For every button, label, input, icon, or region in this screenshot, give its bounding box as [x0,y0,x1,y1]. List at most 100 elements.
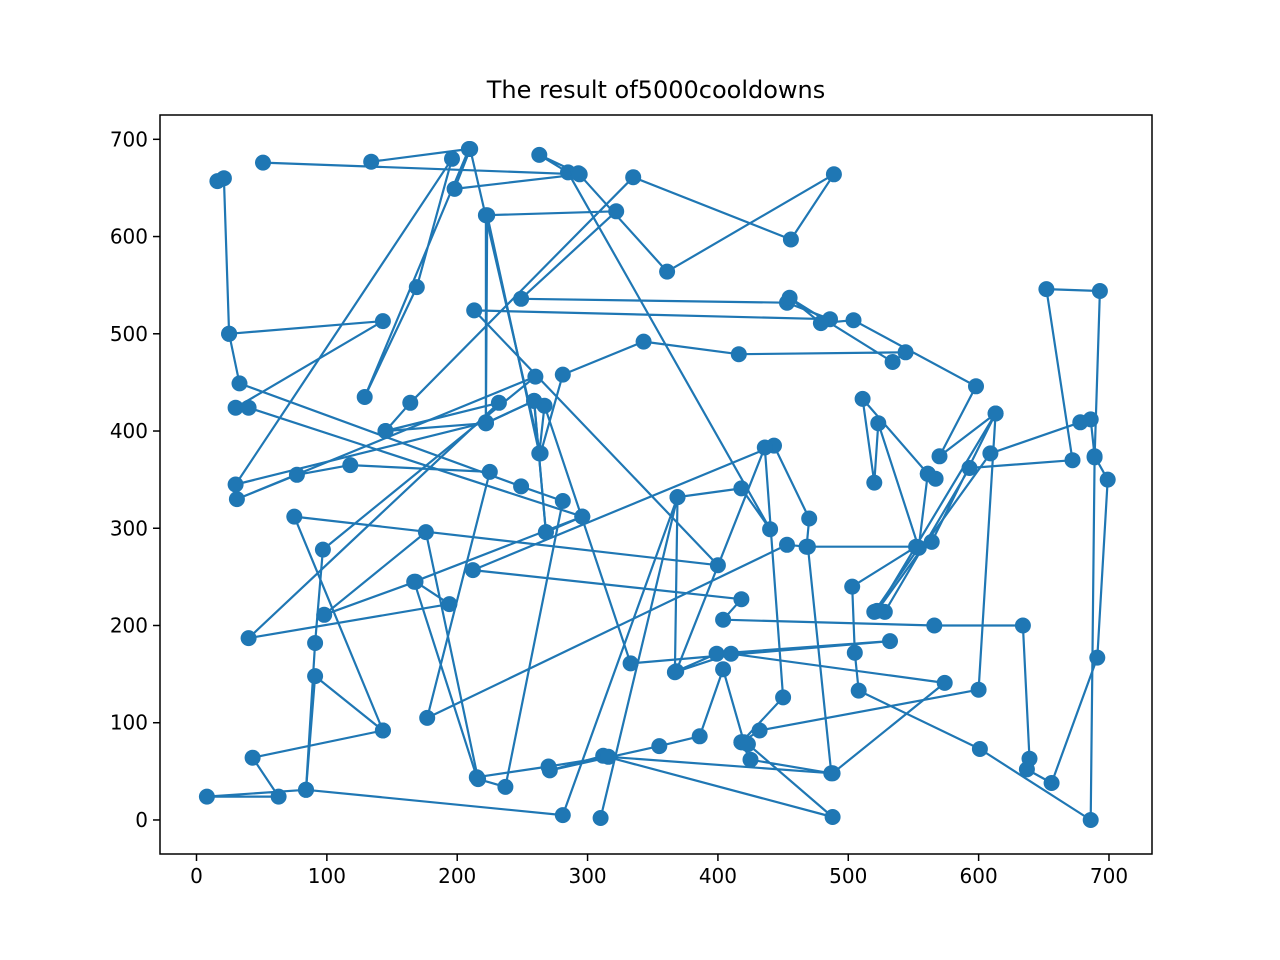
data-point [876,603,893,620]
data-point [402,394,419,411]
data-point [961,460,978,476]
data-point [446,180,463,197]
data-point [215,170,232,187]
data-point [228,491,245,508]
data-point [1089,649,1106,666]
data-point [1099,471,1116,488]
data-point [882,633,898,650]
data-point [244,749,261,766]
data-point [845,312,862,329]
data-point [812,315,829,332]
y-tick-label: 300 [110,516,148,540]
data-point [926,617,943,634]
y-tick-label: 500 [110,322,148,346]
data-point [240,630,257,647]
data-point [781,289,798,306]
data-point [971,741,988,757]
data-point [850,682,867,699]
data-point [307,635,324,651]
data-point [897,344,914,361]
data-point [513,290,530,307]
data-point [497,778,514,795]
data-point [513,478,530,495]
data-point [444,150,460,167]
data-point [408,279,425,296]
data-point [1082,411,1099,428]
x-tick-label: 400 [699,864,737,888]
data-point [659,263,676,280]
x-axis: 0 100 200 300 400 500 600 700 [190,854,1128,888]
x-tick-label: 500 [829,864,867,888]
y-tick-label: 0 [135,808,148,832]
data-point [608,203,625,220]
data-point [419,709,436,726]
data-point [982,445,999,462]
data-point [825,166,842,183]
data-point [479,207,496,224]
data-point [441,596,458,613]
data-point [363,153,380,170]
data-point [240,399,257,416]
x-tick-label: 700 [1090,864,1128,888]
data-point [715,611,732,628]
data-point [970,681,987,698]
data-point [844,578,861,595]
data-point [460,141,477,157]
data-point [782,231,799,248]
data-point [227,476,244,493]
data-point [298,781,314,798]
data-point [625,169,642,186]
y-tick-label: 700 [110,127,148,151]
data-point [221,325,238,342]
data-point [622,655,639,672]
data-point [356,389,373,405]
data-point [866,474,883,491]
y-tick-label: 100 [110,711,148,735]
data-point [527,368,544,385]
data-point [307,668,324,685]
data-point [801,510,818,527]
data-point [742,751,759,768]
plot-area [198,141,1116,828]
data-point [377,423,394,439]
data-point [468,769,485,786]
data-point [635,333,652,350]
y-axis: 0 100 200 300 400 500 600 700 [110,127,160,832]
data-point [374,722,391,739]
data-point [1086,449,1103,466]
data-point [600,748,617,765]
data-point [1043,775,1060,791]
data-point [936,674,953,691]
data-point [198,788,215,805]
data-point [574,508,591,525]
data-point [1082,812,1099,828]
x-tick-label: 300 [568,864,606,888]
data-point [342,457,359,474]
data-point [314,541,331,558]
data-point [417,524,434,541]
y-tick-label: 200 [110,613,148,637]
data-point [751,722,768,739]
data-point [531,146,548,163]
data-point [691,728,708,745]
data-point [1014,617,1031,634]
data-point [270,788,287,805]
data-point [477,415,494,432]
data-point [554,807,571,824]
data-point [708,645,725,662]
data-point [799,538,816,555]
data-point [490,394,507,411]
data-point [592,810,609,826]
data-point [723,645,739,662]
data-point [846,644,863,661]
data-point [554,366,571,383]
data-point [231,375,248,392]
data-point [374,313,391,330]
x-tick-label: 200 [438,864,476,888]
data-point [537,524,554,541]
data-point [526,392,543,409]
data-point [854,390,871,407]
data-point [779,536,795,553]
